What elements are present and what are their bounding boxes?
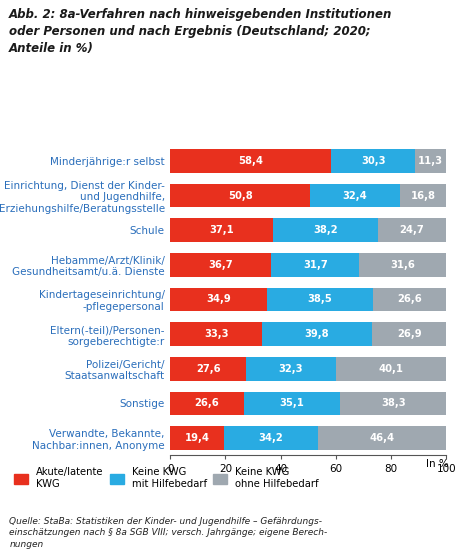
- Bar: [372, 288, 445, 311]
- Legend: Akute/latente
KWG, Keine KWG
mit Hilfebedarf, Keine KWG
ohne Hilfebedarf: Akute/latente KWG, Keine KWG mit Hilfebe…: [14, 468, 318, 489]
- Bar: [330, 149, 414, 173]
- Bar: [170, 391, 243, 415]
- Bar: [170, 322, 262, 346]
- Text: 37,1: 37,1: [208, 225, 233, 235]
- Bar: [272, 219, 377, 242]
- Text: 31,6: 31,6: [389, 260, 414, 270]
- Bar: [271, 253, 358, 277]
- Bar: [170, 288, 266, 311]
- Text: 58,4: 58,4: [238, 156, 263, 166]
- Text: 39,8: 39,8: [304, 329, 329, 339]
- Text: 11,3: 11,3: [417, 156, 442, 166]
- Bar: [170, 149, 330, 173]
- Text: 46,4: 46,4: [369, 433, 394, 443]
- Text: 38,2: 38,2: [312, 225, 337, 235]
- Bar: [266, 288, 372, 311]
- Bar: [170, 253, 271, 277]
- Text: 50,8: 50,8: [227, 190, 252, 200]
- Text: Abb. 2: 8a-Verfahren nach hinweisgebenden Institutionen
oder Personen und nach E: Abb. 2: 8a-Verfahren nach hinweisgebende…: [9, 8, 392, 55]
- Bar: [399, 184, 445, 208]
- Bar: [170, 426, 223, 450]
- Text: 24,7: 24,7: [399, 225, 424, 235]
- Text: 33,3: 33,3: [203, 329, 228, 339]
- Text: 26,6: 26,6: [194, 399, 219, 408]
- Bar: [246, 357, 335, 380]
- Text: 26,6: 26,6: [396, 294, 421, 305]
- Text: 16,8: 16,8: [409, 190, 435, 200]
- Text: 38,5: 38,5: [307, 294, 331, 305]
- Bar: [340, 391, 445, 415]
- Bar: [170, 357, 246, 380]
- Bar: [371, 322, 445, 346]
- Bar: [170, 219, 272, 242]
- Text: In %: In %: [425, 459, 448, 469]
- Bar: [243, 391, 340, 415]
- Bar: [335, 357, 445, 380]
- Text: 31,7: 31,7: [302, 260, 327, 270]
- Text: 19,4: 19,4: [184, 433, 209, 443]
- Text: 32,3: 32,3: [278, 364, 302, 374]
- Text: 38,3: 38,3: [380, 399, 405, 408]
- Text: 34,2: 34,2: [258, 433, 283, 443]
- Text: 40,1: 40,1: [378, 364, 403, 374]
- Text: Quelle: StaBa: Statistiken der Kinder- und Jugendhilfe – Gefährdungs-
einschätzu: Quelle: StaBa: Statistiken der Kinder- u…: [9, 517, 327, 549]
- Text: 34,9: 34,9: [206, 294, 230, 305]
- Text: 32,4: 32,4: [342, 190, 367, 200]
- Text: 26,9: 26,9: [396, 329, 420, 339]
- Text: 27,6: 27,6: [196, 364, 220, 374]
- Text: 35,1: 35,1: [279, 399, 304, 408]
- Bar: [223, 426, 318, 450]
- Bar: [377, 219, 445, 242]
- Bar: [318, 426, 445, 450]
- Bar: [414, 149, 445, 173]
- Bar: [310, 184, 399, 208]
- Bar: [170, 184, 310, 208]
- Bar: [262, 322, 371, 346]
- Text: 30,3: 30,3: [360, 156, 385, 166]
- Text: 36,7: 36,7: [208, 260, 233, 270]
- Bar: [358, 253, 445, 277]
